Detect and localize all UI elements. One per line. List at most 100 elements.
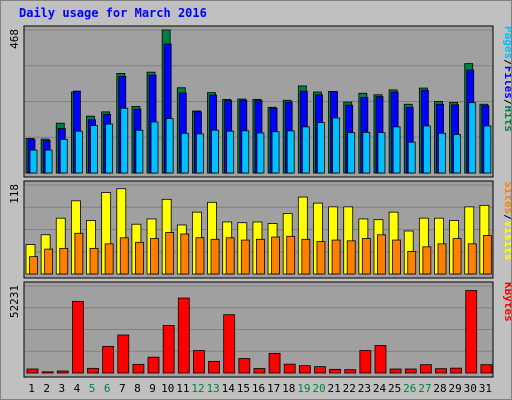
bar-sites-day-25 (392, 239, 401, 275)
bar-pages-day-3 (59, 138, 68, 174)
bar-pages-day-16 (256, 132, 265, 174)
bar-sites-day-9 (150, 238, 159, 275)
x-tick-label-day-18: 18 (282, 382, 295, 395)
y-axis-max-label-kbytes: 52231 (8, 285, 21, 318)
bar-sites-day-19 (301, 238, 311, 275)
x-tick-label-day-3: 3 (59, 382, 66, 395)
bar-pages-day-28 (438, 132, 446, 174)
bar-pages-day-23 (362, 131, 371, 174)
x-tick-label-day-21: 21 (328, 382, 341, 395)
y-axis-max-label-visits: 118 (8, 184, 21, 204)
axis-title-kbytes: KBytes (502, 282, 511, 322)
axis-title-separator: / (502, 59, 511, 66)
x-tick-label-day-5: 5 (89, 382, 96, 395)
x-tick-label-day-26: 26 (403, 382, 416, 395)
bar-pages-day-5 (90, 125, 98, 174)
axis-title-pages: Pages (502, 26, 511, 59)
bar-pages-day-8 (135, 129, 144, 174)
axis-title-sites: Sites (502, 181, 511, 214)
bar-kbytes-day-16 (253, 368, 266, 374)
axis-title-traffic: Pages/Files/Hits (502, 26, 511, 132)
bar-kbytes-day-1 (26, 368, 39, 374)
bar-kbytes-day-22 (344, 369, 357, 374)
bar-kbytes-day-12 (193, 350, 205, 374)
x-tick-label-day-12: 12 (191, 382, 204, 395)
x-tick-label-day-31: 31 (479, 382, 492, 395)
axis-title-hits: Hits (502, 106, 511, 133)
bar-kbytes-day-7 (117, 334, 130, 374)
y-axis-max-label-traffic: 468 (8, 29, 21, 49)
bar-kbytes-day-5 (87, 367, 99, 374)
bar-sites-day-4 (74, 232, 84, 275)
x-tick-label-day-2: 2 (43, 382, 50, 395)
x-tick-label-day-19: 19 (297, 382, 310, 395)
bar-sites-day-20 (316, 241, 326, 275)
x-tick-label-day-8: 8 (134, 382, 141, 395)
bar-sites-day-12 (195, 237, 205, 275)
x-tick-label-day-6: 6 (104, 382, 111, 395)
bar-kbytes-day-6 (102, 345, 115, 374)
bar-sites-day-14 (225, 237, 235, 275)
axis-title-separator: / (502, 99, 511, 106)
bar-pages-day-10 (165, 118, 174, 174)
bar-pages-day-20 (317, 122, 325, 174)
x-tick-label-day-1: 1 (28, 382, 35, 395)
bar-pages-day-21 (332, 117, 340, 174)
bar-sites-day-3 (59, 247, 69, 275)
bar-pages-day-14 (226, 130, 235, 174)
bar-sites-day-18 (286, 235, 296, 275)
axis-title-files: Files (502, 66, 511, 99)
bar-sites-day-26 (407, 250, 417, 275)
bar-kbytes-day-2 (41, 371, 54, 374)
bar-kbytes-day-8 (132, 363, 145, 374)
bar-kbytes-day-26 (404, 368, 417, 374)
bar-pages-day-9 (150, 121, 159, 174)
x-tick-label-day-28: 28 (433, 382, 446, 395)
bar-kbytes-day-19 (298, 365, 311, 374)
bar-kbytes-day-21 (329, 368, 341, 374)
bar-sites-day-13 (210, 238, 220, 275)
bar-pages-day-17 (271, 131, 280, 174)
bar-sites-day-24 (377, 234, 386, 275)
bar-kbytes-day-25 (389, 368, 402, 374)
bar-pages-day-2 (44, 149, 53, 174)
x-tick-label-day-20: 20 (312, 382, 325, 395)
bar-pages-day-7 (120, 107, 129, 174)
x-tick-label-day-15: 15 (237, 382, 250, 395)
bar-sites-day-22 (346, 240, 356, 275)
bar-pages-day-6 (105, 123, 114, 174)
bar-sites-day-8 (135, 241, 144, 275)
bar-sites-day-17 (271, 236, 280, 275)
bar-sites-day-2 (44, 248, 54, 275)
x-tick-label-day-23: 23 (358, 382, 371, 395)
bar-kbytes-day-9 (147, 356, 160, 374)
x-tick-label-day-4: 4 (74, 382, 81, 395)
bar-pages-day-19 (301, 126, 310, 174)
chart-title: Daily usage for March 2016 (19, 6, 207, 20)
bar-pages-day-29 (453, 134, 462, 174)
bar-kbytes-day-14 (223, 314, 236, 374)
x-tick-label-day-24: 24 (373, 382, 387, 395)
bar-sites-day-29 (452, 238, 462, 275)
x-tick-label-day-11: 11 (176, 382, 189, 395)
x-tick-label-day-13: 13 (206, 382, 219, 395)
bar-sites-day-6 (104, 243, 114, 275)
x-tick-label-day-7: 7 (119, 382, 126, 395)
bar-pages-day-24 (377, 132, 386, 174)
x-tick-label-day-27: 27 (418, 382, 431, 395)
bar-pages-day-12 (196, 133, 204, 174)
bar-kbytes-day-18 (283, 363, 296, 374)
bar-pages-day-27 (422, 125, 431, 174)
bar-kbytes-day-3 (56, 370, 69, 374)
bar-kbytes-day-28 (435, 368, 447, 374)
bar-pages-day-22 (347, 132, 356, 174)
bar-pages-day-13 (211, 129, 219, 174)
bar-pages-day-11 (180, 132, 189, 174)
x-tick-label-day-29: 29 (449, 382, 462, 395)
axis-title-visits: Visits (502, 221, 511, 261)
bar-kbytes-day-20 (314, 366, 326, 374)
bar-pages-day-25 (392, 126, 401, 174)
bar-pages-day-18 (286, 130, 295, 174)
